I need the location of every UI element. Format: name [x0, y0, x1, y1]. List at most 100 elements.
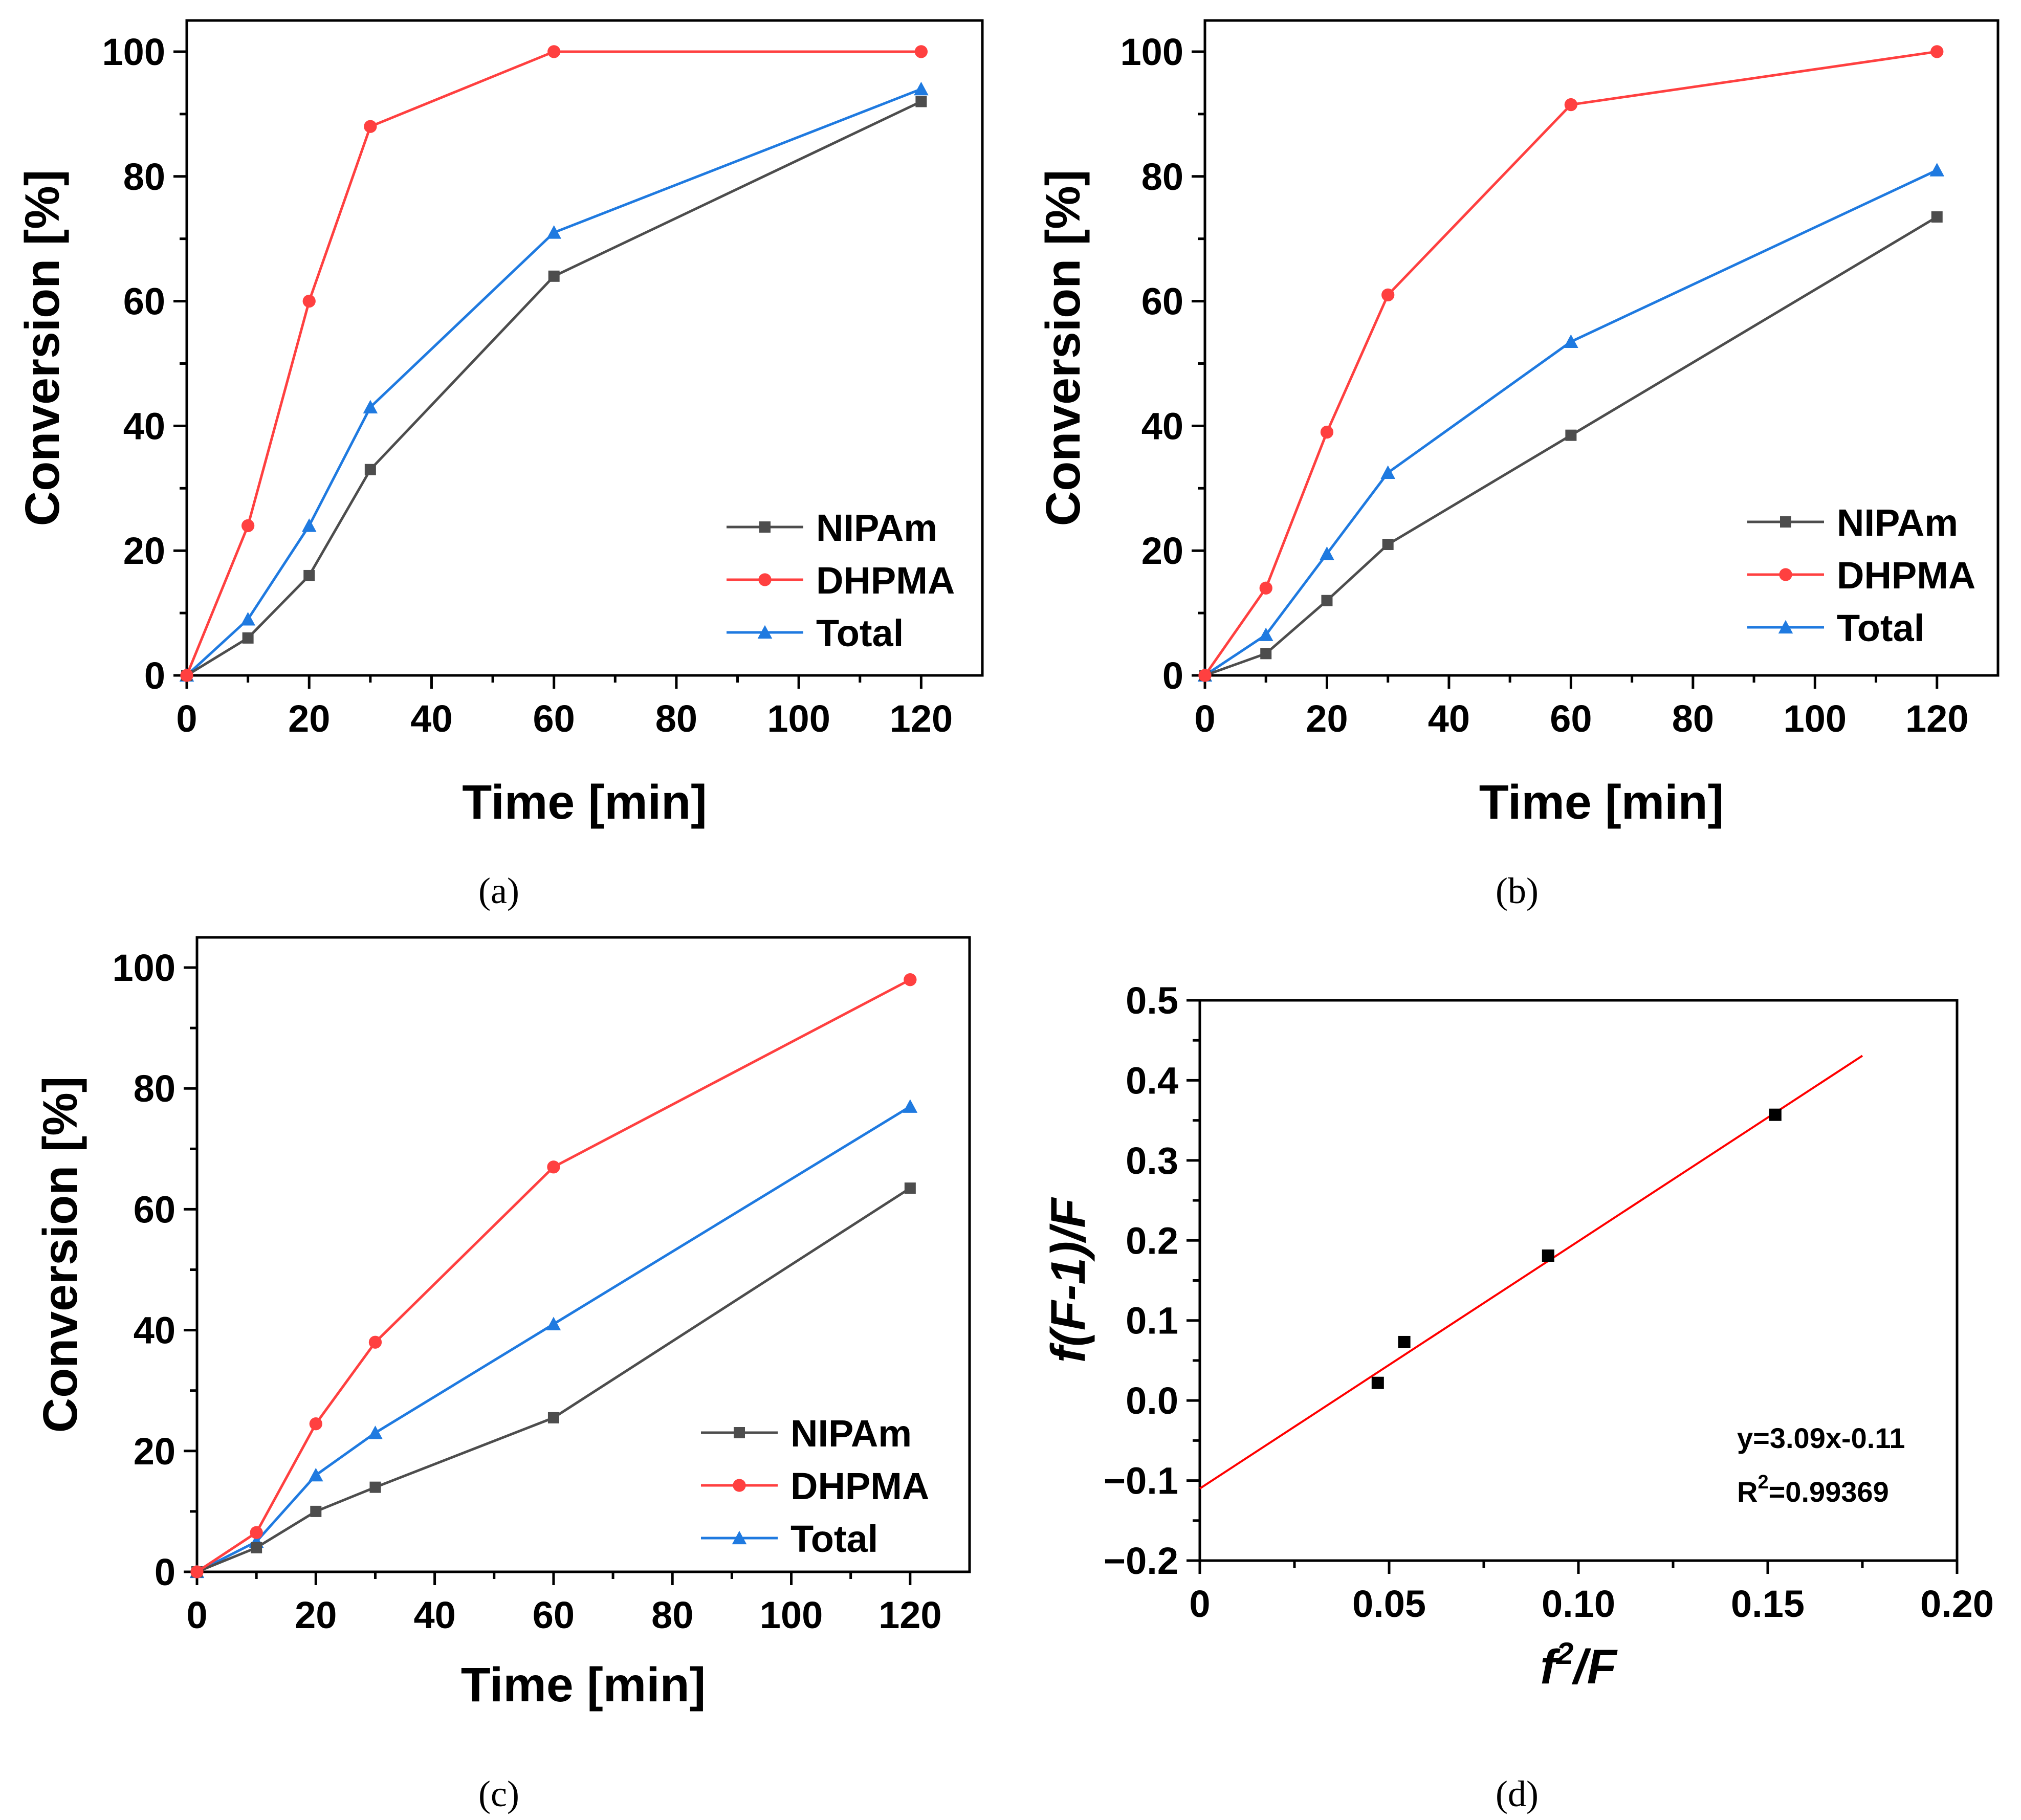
legend-marker-nipam — [1780, 516, 1791, 528]
x-tick-label: 0.10 — [1542, 1583, 1615, 1625]
plot-frame — [1203, 19, 2000, 677]
y-tick-label: 20 — [134, 1430, 175, 1473]
data-point-dhpma — [180, 669, 193, 682]
y-tick-label: 0.3 — [1126, 1139, 1178, 1182]
y-tick-label: 60 — [134, 1188, 175, 1231]
panel-label: (d) — [1496, 1773, 1539, 1814]
series-line-dhpma — [1203, 50, 1938, 676]
x-tick-label: 80 — [651, 1594, 693, 1636]
x-axis-title-rest: /F — [1571, 1640, 1618, 1694]
data-point-total — [546, 225, 561, 239]
data-point-total — [546, 1317, 561, 1330]
data-point-dhpma — [241, 519, 255, 533]
data-point-total — [240, 611, 255, 626]
x-axis-title: Time [min] — [461, 1658, 706, 1712]
chart-panel-b: 0 20 40 60 80 100 120 0 20 40 60 80 100 Conversion [%… — [1036, 19, 2000, 911]
legend-label-total: Total — [816, 612, 904, 654]
x-tick-label: 80 — [1672, 697, 1714, 740]
y-tick-label: 0.0 — [1126, 1379, 1178, 1422]
panel-label: (a) — [478, 870, 519, 911]
y-tick-label: 60 — [123, 280, 165, 323]
x-tick-label: 40 — [1428, 697, 1470, 740]
legend-label-dhpma: DHPMA — [1837, 554, 1975, 597]
y-tick-label: 100 — [1121, 31, 1183, 73]
data-point-total — [1564, 334, 1578, 348]
data-point-total — [1380, 465, 1395, 479]
data-point-dhpma — [1381, 288, 1395, 302]
data-point-total — [309, 1467, 323, 1482]
r-squared-sup: 2 — [1758, 1472, 1768, 1493]
data-point-nipam — [1321, 595, 1333, 606]
y-tick-label: 20 — [123, 530, 165, 572]
y-tick-label: 0.1 — [1126, 1300, 1178, 1342]
y-tick-label: 0 — [1162, 654, 1183, 697]
data-point-dhpma — [1259, 581, 1272, 595]
y-tick-label: 40 — [134, 1309, 175, 1352]
x-tick-label: 100 — [1784, 697, 1847, 740]
series-line-nipam — [1204, 215, 1938, 677]
x-tick-label: 120 — [1905, 697, 1968, 740]
r-squared: R2=0.99369 — [1737, 1472, 1889, 1508]
data-point-dhpma — [914, 45, 928, 58]
series-line-dhpma — [185, 50, 921, 676]
y-tick-label: 0.5 — [1126, 979, 1178, 1022]
x-tick-label: 20 — [295, 1594, 337, 1636]
series-line-nipam — [186, 100, 922, 677]
series-line-total — [186, 87, 922, 676]
legend-marker-total — [1778, 620, 1793, 634]
data-point — [1542, 1249, 1554, 1262]
data-point-dhpma — [547, 1160, 560, 1174]
data-point-dhpma — [364, 120, 377, 133]
y-axis-title: f(F-1)/F — [1041, 1197, 1095, 1363]
series-line-total — [196, 1105, 911, 1573]
y-tick-label: 100 — [102, 31, 165, 73]
y-tick-label: 0.4 — [1126, 1059, 1178, 1102]
x-tick-label: 120 — [878, 1594, 941, 1636]
legend-marker-total — [732, 1530, 747, 1545]
data-point-nipam — [303, 569, 315, 581]
data-point-total — [368, 1426, 383, 1439]
legend-label-nipam: NIPAm — [816, 507, 937, 549]
x-tick-label: 0 — [176, 697, 197, 740]
data-point-dhpma — [250, 1526, 263, 1539]
x-tick-label: 40 — [413, 1594, 455, 1636]
x-axis-title: Time [min] — [462, 775, 707, 829]
data-point-dhpma — [1930, 45, 1944, 58]
legend-marker-dhpma — [1779, 568, 1792, 581]
y-tick-label: 0 — [144, 654, 165, 697]
data-point-dhpma — [309, 1417, 322, 1431]
data-point-nipam — [547, 1412, 559, 1423]
data-point-total — [1929, 163, 1945, 177]
x-tick-label: 0 — [1189, 1583, 1210, 1625]
data-point-nipam — [1382, 539, 1394, 550]
data-point-nipam — [915, 96, 927, 107]
x-tick-label: 80 — [655, 697, 697, 740]
y-tick-label: −0.2 — [1104, 1540, 1178, 1582]
series-line-dhpma — [196, 978, 911, 1573]
chart-panel-c: 0 20 40 60 80 100 120 0 20 40 60 80 100 Conversion [%… — [33, 936, 971, 1814]
data-point — [1769, 1108, 1782, 1121]
x-tick-label: 60 — [533, 1594, 575, 1636]
y-axis-title: Conversion [%] — [15, 170, 70, 527]
legend-label-nipam: NIPAm — [1837, 501, 1958, 544]
data-point-nipam — [1931, 211, 1943, 223]
x-tick-label: 0 — [186, 1594, 207, 1636]
data-point-nipam — [369, 1481, 381, 1493]
x-tick-label: 100 — [760, 1594, 823, 1636]
x-axis-title: f2/F — [1540, 1636, 1618, 1694]
legend-label-dhpma: DHPMA — [790, 1465, 929, 1507]
data-point — [1371, 1376, 1384, 1389]
y-tick-label: −0.1 — [1104, 1460, 1178, 1502]
series-line-total — [1204, 169, 1938, 677]
legend-marker-total — [757, 625, 773, 639]
legend-marker-dhpma — [733, 1479, 746, 1492]
y-tick-label: 60 — [1141, 280, 1183, 323]
data-point-nipam — [548, 270, 560, 282]
panel-label: (c) — [478, 1773, 519, 1814]
data-point-dhpma — [1564, 98, 1578, 112]
data-point-dhpma — [547, 45, 561, 58]
y-tick-label: 80 — [134, 1067, 175, 1110]
x-tick-label: 20 — [288, 697, 330, 740]
data-point-total — [301, 518, 317, 532]
